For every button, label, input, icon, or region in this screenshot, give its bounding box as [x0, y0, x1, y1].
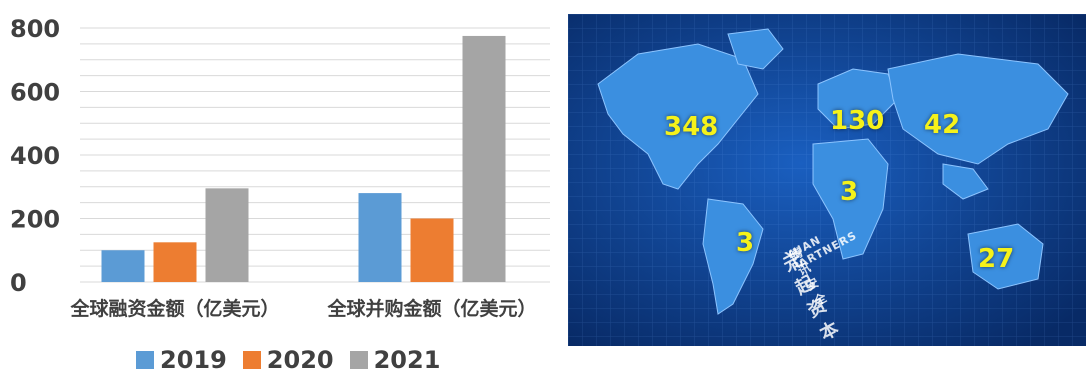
- legend-swatch-2021: [349, 351, 368, 369]
- legend-item-2020: 2020: [242, 346, 334, 374]
- legend-label-2021: 2021: [373, 346, 441, 374]
- bar-2020-0: [153, 242, 197, 282]
- legend-item-2021: 2021: [349, 346, 441, 374]
- europe-shape: [817, 68, 899, 130]
- x-category-label: 全球融资金额（亿美元）: [69, 297, 279, 320]
- legend-label-2019: 2019: [160, 346, 227, 374]
- legend-swatch-2019: [136, 351, 154, 369]
- world-map-panel: 348 130 42 3 3 27 元起资本 YUAN PARTNERS 腾讯安…: [568, 14, 1086, 346]
- y-tick-label: 800: [10, 15, 60, 43]
- bar-2020-1: [410, 218, 454, 282]
- legend-swatch-2020: [242, 351, 261, 369]
- bar-chart: 0 200 400 600 800 全球融资金额（亿美元） 全球并购金额（亿美元） 2019…: [10, 15, 550, 374]
- region-label-oceania: 27: [978, 244, 1015, 274]
- y-tick-label: 600: [10, 79, 60, 107]
- asia-shape: [887, 53, 1069, 165]
- region-label-europe: 130: [830, 106, 885, 136]
- bar-2021-0: [205, 188, 249, 282]
- region-label-east-asia: 42: [924, 110, 961, 140]
- africa-shape: [812, 138, 889, 260]
- north-america-shape: [597, 43, 759, 190]
- region-label-africa: 3: [840, 177, 859, 207]
- legend-label-2020: 2020: [266, 346, 334, 374]
- bar-2021-1: [462, 35, 506, 282]
- region-label-north-america: 348: [664, 112, 719, 142]
- x-category-label: 全球并购金额（亿美元）: [326, 297, 536, 320]
- y-tick-label: 200: [10, 206, 60, 234]
- southeast-asia-shape: [942, 163, 989, 200]
- greenland-shape: [727, 28, 784, 70]
- bar-2019-0: [101, 250, 145, 282]
- world-map-image: [568, 14, 1086, 346]
- legend-item-2019: 2019: [136, 346, 227, 374]
- y-tick-label: 400: [10, 142, 60, 170]
- bar-2019-1: [358, 193, 402, 282]
- chart-legend: 2019 2020 2021: [136, 346, 440, 374]
- region-label-south-america: 3: [736, 228, 755, 258]
- y-tick-label: 0: [10, 269, 27, 297]
- bar-chart-svg: 0 200 400 600 800 全球融资金额（亿美元） 全球并购金额（亿美元）: [10, 15, 550, 320]
- australia-shape: [967, 223, 1044, 290]
- south-america-shape: [702, 198, 764, 315]
